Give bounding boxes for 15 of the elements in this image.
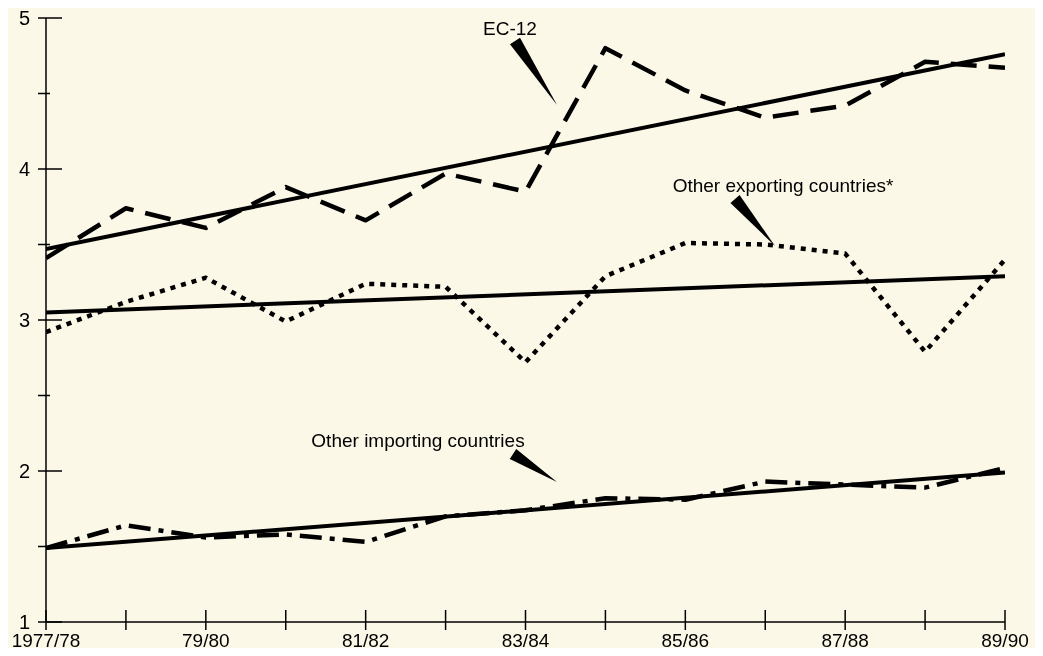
- x-tick-label: 89/90: [981, 630, 1029, 651]
- annotation: Other exporting countries*: [672, 175, 894, 196]
- x-tick-label: 81/82: [341, 630, 390, 651]
- x-tick-label: 85/86: [661, 630, 710, 651]
- y-tick-label: 5: [18, 7, 30, 29]
- x-tick-label: 79/80: [182, 630, 230, 651]
- x-tick-label: 1977/78: [11, 630, 81, 651]
- y-tick-label: 2: [18, 460, 30, 482]
- y-tick-label: 1: [18, 611, 30, 633]
- annotation: Other importing countries: [311, 430, 525, 451]
- y-tick-label: 3: [18, 309, 30, 331]
- x-tick-label: 87/88: [821, 630, 869, 651]
- y-tick-label: 4: [18, 158, 30, 180]
- annotation: EC-12: [483, 18, 537, 39]
- x-tick-label: 83/84: [501, 630, 550, 651]
